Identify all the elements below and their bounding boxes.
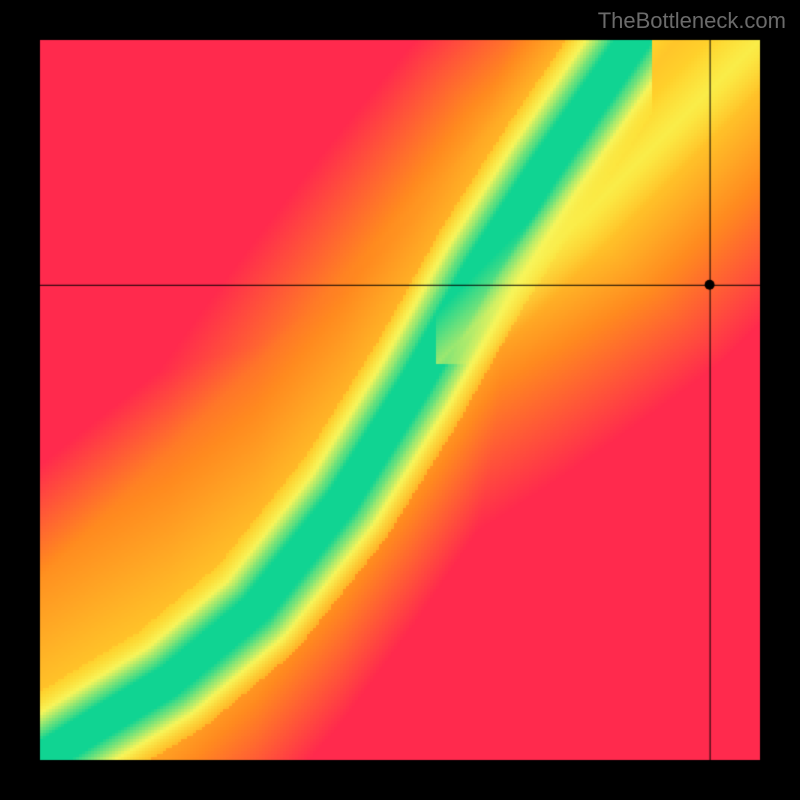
watermark-label: TheBottleneck.com (598, 8, 786, 34)
chart-container: TheBottleneck.com (0, 0, 800, 800)
bottleneck-heatmap-canvas (0, 0, 800, 800)
